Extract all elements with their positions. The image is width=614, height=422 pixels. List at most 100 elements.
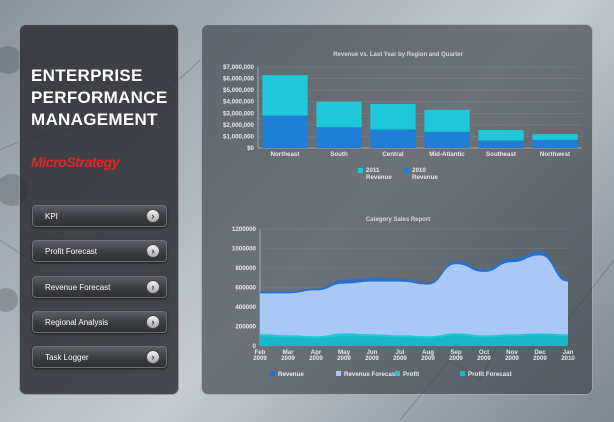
y-tick-label: 1000000: [232, 246, 257, 253]
x-tick-label: Mar: [282, 349, 294, 356]
bar-2010-revenue: [532, 139, 578, 148]
legend-label: 2010: [412, 167, 426, 174]
legend-label: Revenue: [366, 174, 392, 181]
y-tick-label: $5,000,000: [223, 87, 255, 94]
bar-2011-revenue: [370, 104, 416, 130]
y-tick-label: $3,000,000: [223, 110, 255, 117]
x-tick-label: Aug: [422, 349, 434, 356]
legend-swatch: [270, 371, 275, 376]
y-tick-label: 600000: [235, 285, 256, 292]
bar-2010-revenue: [316, 127, 362, 148]
app-title-line-2: PERFORMANCE: [31, 88, 168, 107]
app-title: ENTERPRISE PERFORMANCE MANAGEMENT: [31, 65, 181, 131]
legend-swatch: [460, 371, 465, 376]
x-tick-label: Jun: [366, 349, 377, 356]
x-tick-label: 2009: [365, 355, 379, 362]
x-tick-label: 2009: [505, 355, 519, 362]
app-title-line-1: ENTERPRISE: [31, 66, 143, 85]
bar-2011-revenue: [262, 75, 308, 116]
legend-label: Revenue Forecast: [344, 371, 397, 378]
nav-button-regional-analysis[interactable]: Regional Analysis ›: [32, 311, 167, 333]
x-tick-label: Mid-Atlantic: [429, 151, 465, 158]
chevron-right-icon: ›: [146, 350, 160, 364]
x-tick-label: Jul: [396, 349, 405, 356]
x-tick-label: 2009: [281, 355, 295, 362]
dashboard-panel: Revenue vs. Last Year by Region and Quar…: [201, 24, 593, 395]
y-tick-label: $4,000,000: [223, 99, 255, 106]
bar-2011-revenue: [478, 130, 524, 141]
legend-swatch: [358, 168, 363, 173]
nav-button-label: Task Logger: [45, 352, 89, 362]
bar-2010-revenue: [424, 131, 470, 148]
y-tick-label: $0: [247, 145, 254, 152]
revenue-bar-chart: $7,000,000 $6,000,000 $5,000,000 $4,000,000…: [223, 64, 582, 181]
nav-button-task-logger[interactable]: Task Logger ›: [32, 346, 167, 368]
nav-button-label: Revenue Forecast: [45, 282, 111, 292]
x-tick-label: 2009: [533, 355, 547, 362]
y-tick-label: 800000: [235, 265, 256, 272]
bar-2010-revenue: [478, 140, 524, 148]
bar-2011-revenue: [532, 134, 578, 140]
navigation-panel: ENTERPRISE PERFORMANCE MANAGEMENT MicroS…: [19, 24, 179, 395]
logo-text: MicroStrategy: [31, 154, 121, 170]
legend-label: Profit: [403, 371, 419, 378]
y-tick-label: 200000: [235, 324, 256, 331]
area-chart-title: Category Sales Report: [365, 217, 431, 223]
chevron-right-icon: ›: [146, 315, 160, 329]
legend-label: Profit Forecast: [468, 371, 512, 378]
microstrategy-logo: MicroStrategy: [31, 154, 121, 170]
y-tick-label: 400000: [235, 304, 256, 311]
x-tick-label: 2009: [253, 355, 267, 362]
x-tick-label: Feb: [254, 349, 265, 356]
chevron-right-icon: ›: [146, 244, 160, 258]
x-tick-label: Apr: [311, 349, 322, 356]
legend-swatch: [395, 371, 400, 376]
chevron-right-icon: ›: [146, 280, 160, 294]
x-tick-label: Northwest: [540, 151, 570, 158]
x-tick-label: May: [338, 349, 351, 356]
x-tick-label: Central: [382, 151, 404, 158]
y-tick-label: $2,000,000: [223, 122, 255, 129]
category-sales-area-chart: 1200000 1000000 800000 600000 400000 200000 0F…: [232, 226, 576, 378]
chevron-right-icon: ›: [146, 209, 160, 223]
x-tick-label: 2009: [449, 355, 463, 362]
area-profit-forecast: [260, 335, 568, 346]
bar-2010-revenue: [262, 115, 308, 148]
nav-button-label: Profit Forecast: [45, 246, 98, 256]
nav-button-label: KPI: [45, 211, 58, 221]
x-tick-label: 2009: [477, 355, 491, 362]
x-tick-label: 2009: [393, 355, 407, 362]
bar-2010-revenue: [370, 129, 416, 148]
area-revenue-forecast: [260, 255, 568, 346]
x-tick-label: 2009: [309, 355, 323, 362]
x-tick-label: Oct: [479, 349, 489, 356]
y-tick-label: $6,000,000: [223, 76, 255, 83]
x-tick-label: South: [330, 151, 348, 158]
x-tick-label: Sep: [450, 349, 462, 356]
y-tick-label: 1200000: [232, 226, 257, 233]
x-tick-label: 2010: [561, 355, 575, 362]
bar-2011-revenue: [424, 109, 470, 132]
legend-label: 2011: [366, 167, 380, 174]
x-tick-label: Jan: [563, 349, 574, 356]
x-tick-label: Dec: [534, 349, 546, 356]
app-title-line-3: MANAGEMENT: [31, 110, 158, 129]
legend-swatch: [336, 371, 341, 376]
legend-swatch: [404, 168, 409, 173]
nav-button-label: Regional Analysis: [45, 317, 109, 327]
x-tick-label: 2009: [337, 355, 351, 362]
y-tick-label: $1,000,000: [223, 133, 255, 140]
legend-label: Revenue: [412, 174, 438, 181]
x-tick-label: 2009: [421, 355, 435, 362]
nav-button-revenue-forecast[interactable]: Revenue Forecast ›: [32, 276, 167, 298]
x-tick-label: Southeast: [486, 151, 516, 158]
nav-button-profit-forecast[interactable]: Profit Forecast ›: [32, 240, 167, 262]
legend-label: Revenue: [278, 371, 304, 378]
y-tick-label: $7,000,000: [223, 64, 255, 71]
bar-chart-title: Revenue vs. Last Year by Region and Quar…: [333, 52, 463, 58]
x-tick-label: Northeast: [271, 151, 300, 158]
nav-button-kpi[interactable]: KPI ›: [32, 205, 167, 227]
y-tick-label: 0: [253, 343, 257, 350]
x-tick-label: Nov: [506, 349, 518, 356]
bar-2011-revenue: [316, 101, 362, 128]
